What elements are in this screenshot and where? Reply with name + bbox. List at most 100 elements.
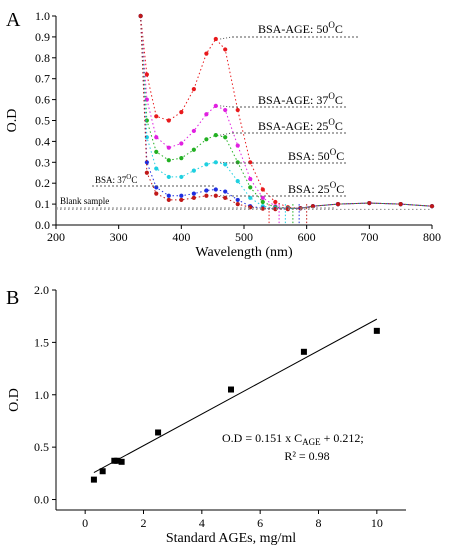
data-point <box>191 147 196 152</box>
y-tick-label: 1.0 <box>34 388 49 402</box>
y-tick-label: 0.8 <box>35 51 50 65</box>
panel-a-x-axis-label: Wavelength (nm) <box>195 245 293 260</box>
fit-line <box>93 318 378 474</box>
data-point <box>154 166 159 171</box>
data-point <box>367 200 372 206</box>
data-point <box>248 176 253 182</box>
data-point <box>260 195 265 200</box>
x-tick-label: 4 <box>199 516 205 530</box>
series-line <box>140 15 433 210</box>
panel-a-letter: A <box>6 9 21 31</box>
data-point <box>144 170 149 175</box>
x-tick-label: 500 <box>235 230 253 244</box>
series <box>138 13 435 211</box>
data-point <box>166 174 171 180</box>
data-point <box>335 202 341 207</box>
x-tick-label: 10 <box>371 516 383 530</box>
x-tick-label: 8 <box>316 516 322 530</box>
panel-a-y-axis-label: O.D <box>5 109 20 133</box>
series-label: Blank sample <box>60 196 109 206</box>
data-point <box>223 189 228 194</box>
data-point <box>248 205 253 210</box>
series <box>138 13 435 212</box>
series-line <box>140 15 433 210</box>
label-connector <box>220 36 233 40</box>
data-point <box>204 51 209 56</box>
data-point <box>114 457 121 464</box>
x-tick-label: 400 <box>172 230 190 244</box>
data-point <box>179 197 184 203</box>
y-tick-label: 0.0 <box>35 218 50 232</box>
panel-a: A 200 300 400 500 600 700 800 0.0 0.1 0.2 0.3 0.4 0.… <box>5 9 441 260</box>
data-point <box>273 199 278 205</box>
y-tick-label: 0.5 <box>35 114 50 128</box>
data-point <box>213 103 218 108</box>
y-tick-label: 0.3 <box>35 155 50 169</box>
y-tick-label: 0.6 <box>35 93 50 107</box>
data-point <box>166 118 171 123</box>
series-label: BSA-AGE: 37OC <box>258 91 343 107</box>
panel-b: B 0 2 4 6 8 10 0.0 0.5 1.0 1.5 2.0 Standard AGEs, … <box>6 283 406 546</box>
data-point <box>228 386 234 393</box>
x-tick-label: 700 <box>360 230 378 244</box>
data-point <box>260 187 265 192</box>
y-tick-label: 0.9 <box>35 30 50 44</box>
data-point <box>179 156 184 161</box>
data-point <box>166 158 171 163</box>
y-tick-label: 0.4 <box>35 134 50 148</box>
data-point <box>166 193 171 198</box>
data-point <box>235 197 240 203</box>
data-point <box>398 202 403 207</box>
data-point <box>166 197 171 203</box>
x-tick-label: 200 <box>47 230 65 244</box>
data-point <box>204 188 209 193</box>
series-label: BSA: 37OC <box>95 173 137 185</box>
data-point <box>223 135 228 140</box>
data-point <box>223 107 228 113</box>
data-point <box>144 118 149 123</box>
data-point <box>235 160 240 165</box>
data-point <box>248 160 253 165</box>
data-point <box>248 185 253 190</box>
x-tick-label: 600 <box>298 230 316 244</box>
data-point <box>155 429 162 436</box>
y-tick-label: 0.1 <box>35 197 50 211</box>
data-point <box>373 327 380 334</box>
data-point <box>154 135 159 140</box>
data-point <box>144 160 149 165</box>
data-point <box>429 204 435 209</box>
data-point <box>235 143 240 148</box>
series-label: BSA-AGE: 25OC <box>258 117 343 133</box>
data-point <box>191 191 196 196</box>
data-point <box>154 149 159 154</box>
data-point <box>90 476 97 483</box>
data-point <box>213 187 218 192</box>
data-point <box>248 195 253 200</box>
data-point <box>154 191 159 196</box>
data-point <box>191 195 196 200</box>
data-point <box>204 162 209 167</box>
data-point <box>166 145 171 150</box>
series-label: BSA: 25OC <box>288 180 344 196</box>
data-point <box>191 128 196 134</box>
label-connector <box>220 161 233 164</box>
data-point <box>179 110 184 115</box>
data-point <box>213 133 218 138</box>
panel-b-y-axis-label: O.D <box>7 388 22 412</box>
data-point <box>213 160 218 165</box>
y-tick-label: 0.7 <box>35 72 50 86</box>
data-point <box>191 168 196 173</box>
series-line <box>140 15 433 209</box>
x-tick-label: 6 <box>257 516 263 530</box>
fit-r-squared: R² = 0.98 <box>284 449 329 463</box>
data-point <box>154 114 159 119</box>
data-point <box>204 112 209 117</box>
series-line <box>140 15 433 209</box>
data-point <box>260 199 265 205</box>
x-tick-label: 800 <box>423 230 441 244</box>
y-tick-label: 0.5 <box>34 440 49 454</box>
y-tick-label: 1.0 <box>35 9 50 23</box>
data-point <box>179 193 184 198</box>
x-tick-label: 300 <box>110 230 128 244</box>
